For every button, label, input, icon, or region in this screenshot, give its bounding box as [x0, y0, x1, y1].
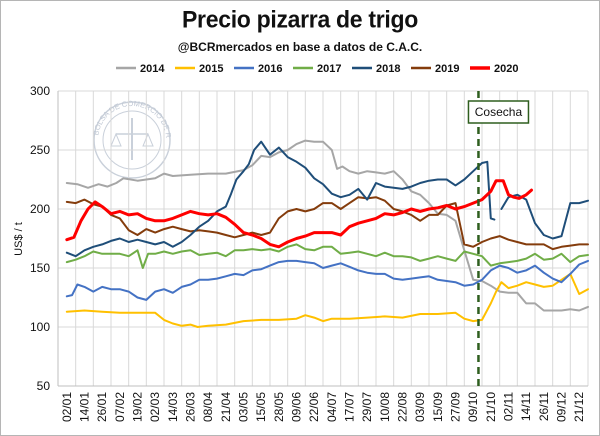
series-line-2020 [65, 179, 533, 249]
x-tick-label: 09/06 [290, 392, 304, 422]
y-axis-ticks: 50 100 150 200 250 300 [30, 84, 50, 393]
y-axis-label: US$ / t [13, 222, 25, 256]
x-tick-label: 21/12 [572, 392, 586, 422]
x-tick-label: 15/05 [254, 392, 268, 422]
x-tick-label: 21/04 [219, 392, 233, 422]
harvest-label: Cosecha [475, 105, 523, 119]
watermark-seal: BOLSA DE COMERCIO DE ROSARIO [0, 0, 173, 179]
y-tick-label: 150 [30, 261, 50, 275]
legend: 2014 2015 2016 2017 2018 2019 2020 [116, 63, 518, 75]
x-tick-label: 26/11 [537, 392, 551, 421]
seal-emblem-scales [110, 132, 154, 147]
x-tick-label: 14/01 [78, 392, 92, 422]
x-tick-label: 29/07 [360, 392, 374, 422]
x-tick-label: 09/10 [466, 392, 480, 422]
legend-label-2020: 2020 [494, 63, 518, 75]
y-tick-label: 300 [30, 84, 50, 98]
seal-outer-ring [93, 101, 171, 179]
y-tick-label: 100 [30, 320, 50, 334]
x-tick-label: 14/03 [166, 392, 180, 422]
series-line-2017 [65, 243, 589, 269]
chart-title: Precio pizarra de trigo [182, 5, 418, 33]
series-line-2019 [65, 196, 589, 251]
x-tick-label: 04/07 [325, 392, 339, 422]
series-line-2018 [65, 140, 496, 258]
harvest-label-box [467, 100, 530, 124]
seal-inner-ring [102, 110, 162, 170]
x-tick-label: 10/08 [378, 392, 392, 422]
x-tick-label: 15/09 [431, 392, 445, 422]
x-tick-label: 27/09 [449, 392, 463, 422]
x-tick-label: 26/01 [95, 392, 109, 422]
x-tick-label: 14/11 [519, 392, 533, 421]
x-axis-ticks: 02/01 14/01 26/01 07/02 19/02 02/03 14/03 26/03… [60, 392, 586, 422]
legend-label-2015: 2015 [199, 63, 223, 75]
series-line-2016 [65, 259, 589, 301]
x-tick-label: 28/05 [272, 392, 286, 422]
legend-label-2016: 2016 [258, 63, 282, 75]
x-tick-label: 02/03 [148, 392, 162, 422]
x-tick-label: 08/04 [201, 392, 215, 422]
series-line-2018b [500, 193, 589, 240]
x-tick-label: 03/05 [237, 392, 251, 422]
x-tick-label: 02/11 [502, 392, 516, 421]
x-tick-label: 22/08 [396, 392, 410, 422]
x-tick-label: 22/06 [307, 392, 321, 422]
x-tick-label: 21/10 [484, 392, 498, 422]
y-tick-label: 50 [37, 379, 51, 393]
legend-label-2017: 2017 [317, 63, 341, 75]
y-tick-label: 200 [30, 202, 50, 216]
series-line-2015 [65, 272, 589, 328]
x-tick-label: 02/01 [60, 392, 74, 422]
legend-label-2019: 2019 [435, 63, 459, 75]
x-tick-label: 09/12 [555, 392, 569, 422]
x-tick-label: 03/09 [413, 392, 427, 422]
y-tick-label: 250 [30, 143, 50, 157]
chart-subtitle: @BCRmercados en base a datos de C.A.C. [177, 40, 423, 54]
x-tick-label: 07/02 [113, 392, 127, 422]
legend-label-2018: 2018 [376, 63, 400, 75]
x-tick-label: 17/07 [343, 392, 357, 422]
x-tick-label: 19/02 [131, 392, 145, 422]
legend-label-2014: 2014 [140, 63, 165, 75]
series-lines [65, 139, 589, 328]
gridlines [57, 90, 589, 387]
series-line-2014 [65, 139, 589, 312]
x-tick-label: 26/03 [184, 392, 198, 422]
harvest-annotation: Cosecha [467, 91, 530, 386]
